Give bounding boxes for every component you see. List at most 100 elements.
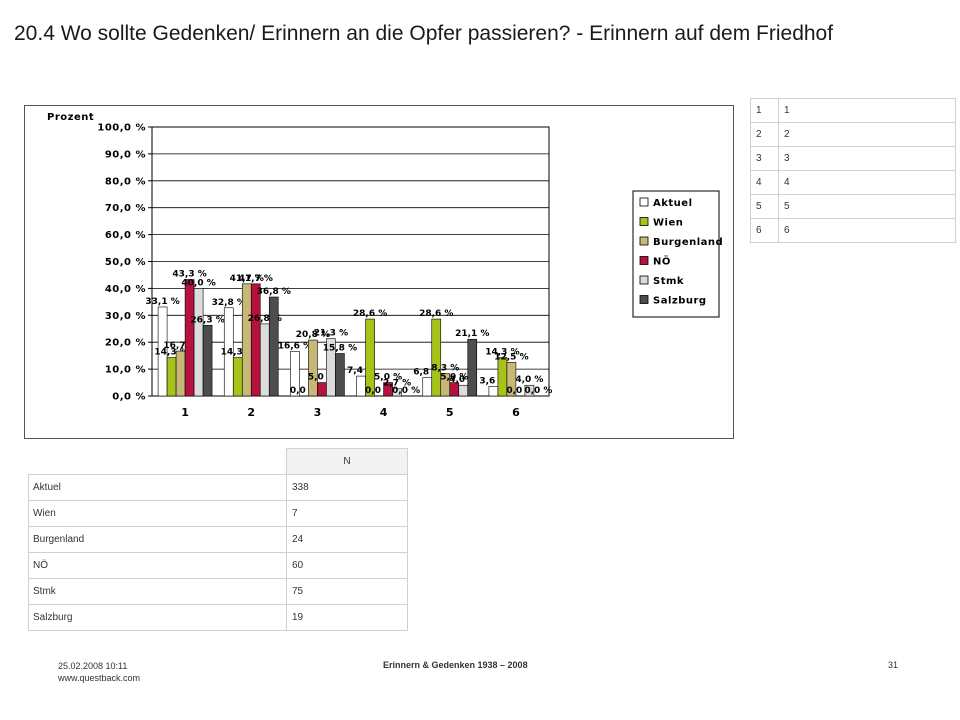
n-table-row: NÖ 60 (28, 551, 408, 579)
bar (250, 283, 261, 397)
key-table-cell: 5 (750, 194, 779, 219)
data-label: 16,7 % (163, 341, 197, 351)
bar (506, 362, 517, 397)
data-label: 12,5 % (494, 352, 528, 362)
y-tick-label: 20,0 % (105, 338, 146, 349)
y-tick-label: 80,0 % (105, 176, 146, 187)
key-table-cell: 2 (778, 122, 956, 147)
n-table-label: Wien (28, 499, 287, 527)
y-tick-label: 70,0 % (105, 203, 146, 214)
data-label: 16,6 % (278, 341, 312, 351)
data-label: 0,0 % (506, 386, 534, 396)
n-table-value: 75 (286, 577, 408, 605)
chart-container: 0,0 % 10,0 % 20,0 % 30,0 % 40,0 % 50,0 % 60,0 … (24, 105, 734, 439)
data-label: 21,1 % (455, 329, 489, 339)
n-table-row: Burgenland 24 (28, 525, 408, 553)
data-label: 20,8 % (296, 330, 330, 340)
bar (458, 384, 469, 397)
data-label: 33,1 % (145, 297, 179, 307)
bar (259, 323, 270, 397)
y-tick-label: 50,0 % (105, 257, 146, 268)
data-label: 41,7 % (239, 274, 273, 284)
key-table-cell: 1 (750, 98, 779, 123)
bar (431, 318, 442, 397)
data-label: 6,8 % (413, 368, 441, 378)
data-label: 28,6 % (419, 309, 453, 319)
bar (202, 324, 213, 397)
key-table-cell: 6 (778, 218, 956, 243)
key-table-cell: 6 (750, 218, 779, 243)
n-table-label: Aktuel (28, 473, 287, 501)
bar (241, 283, 252, 397)
y-tick-label: 0,0 % (112, 392, 146, 403)
data-label: 28,6 % (353, 309, 387, 319)
data-label: 32,8 % (212, 298, 246, 308)
data-label: 3,6 % (479, 376, 507, 386)
n-table-row: Stmk 75 (28, 577, 408, 605)
legend-swatch (639, 197, 649, 207)
legend-swatch (639, 236, 649, 246)
x-tick-label: 3 (314, 406, 322, 419)
bar (193, 288, 204, 397)
data-label: 41,7 % (230, 274, 264, 284)
legend-swatch (639, 217, 649, 226)
legend-label: Burgenland (653, 237, 723, 248)
legend-label: Wien (653, 218, 683, 229)
bar (488, 386, 499, 397)
bar (308, 339, 318, 397)
n-table-label: Burgenland (28, 525, 287, 553)
bar (223, 307, 234, 397)
data-label: 43,3 % (172, 270, 206, 280)
n-table-value: 338 (286, 473, 408, 501)
data-label: 36,8 % (257, 287, 291, 297)
data-label: 4,0 % (515, 375, 543, 385)
bar (157, 306, 168, 397)
footer-center-title: Erinnern & Gedenken 1938 – 2008 (383, 660, 528, 670)
y-tick-label: 100,0 % (97, 123, 146, 134)
bar (317, 382, 327, 397)
n-table-label: Stmk (28, 577, 287, 605)
y-axis-label: Prozent (47, 112, 94, 123)
legend-swatch (639, 295, 649, 304)
y-tick-label: 30,0 % (105, 311, 146, 322)
bar (467, 338, 478, 397)
data-label: 0,0 % (290, 386, 318, 396)
n-table-row: Wien 7 (28, 499, 408, 527)
key-table-cell: 4 (778, 170, 956, 195)
data-label: 8,3 % (431, 364, 459, 374)
x-tick-label: 4 (380, 406, 388, 419)
n-table-value: 60 (286, 551, 408, 579)
bar (392, 388, 402, 397)
bar (184, 279, 195, 397)
bar (232, 357, 243, 397)
data-label: 40,0 % (181, 278, 215, 288)
data-label: 26,3 % (190, 315, 224, 325)
y-tick-label: 60,0 % (105, 230, 146, 241)
key-table-cell: 3 (750, 146, 779, 171)
data-label: 4,0 % (449, 375, 477, 385)
bar (290, 351, 300, 397)
data-label: 0,0 % (365, 386, 393, 396)
n-table-row: Aktuel 338 (28, 473, 408, 501)
data-label: 15,8 % (323, 343, 357, 353)
key-table-cell: 5 (778, 194, 956, 219)
data-label: 0,0 % (392, 386, 420, 396)
legend-label: Salzburg (653, 296, 707, 307)
bar (268, 296, 279, 397)
n-table-row: Salzburg 19 (28, 603, 408, 631)
data-label: 14,3 % (221, 348, 255, 358)
data-label: 7,4 % (347, 366, 375, 376)
legend-label: NÖ (653, 254, 671, 268)
bar (524, 384, 535, 397)
legend-label: Aktuel (653, 198, 693, 209)
bar (175, 350, 186, 397)
y-tick-label: 90,0 % (105, 149, 146, 160)
key-table-cell: 1 (778, 98, 956, 123)
n-table-value: 24 (286, 525, 408, 553)
n-table-label: NÖ (28, 551, 287, 579)
footer-url: www.questback.com (58, 673, 141, 683)
